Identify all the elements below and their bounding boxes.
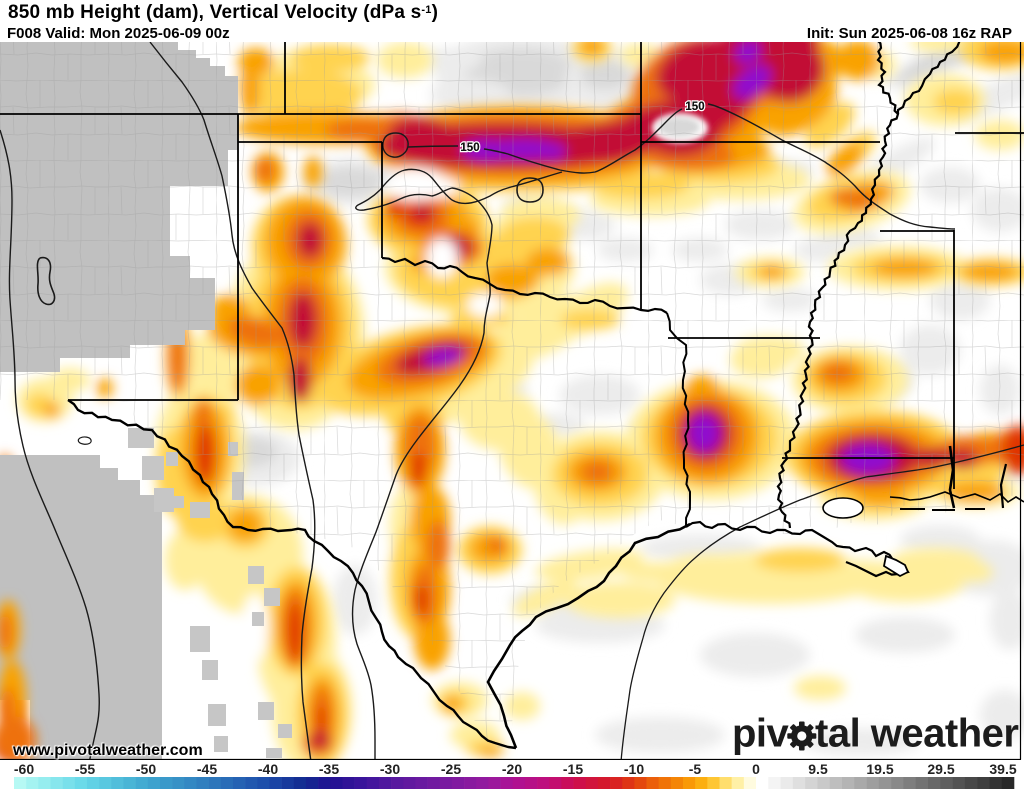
svg-text:piv: piv [732,712,790,756]
svg-text:150: 150 [460,142,479,154]
svg-text:150: 150 [460,142,479,154]
svg-text:tal weather: tal weather [815,712,1018,756]
svg-text:150: 150 [685,101,704,113]
svg-text:150: 150 [685,101,704,113]
